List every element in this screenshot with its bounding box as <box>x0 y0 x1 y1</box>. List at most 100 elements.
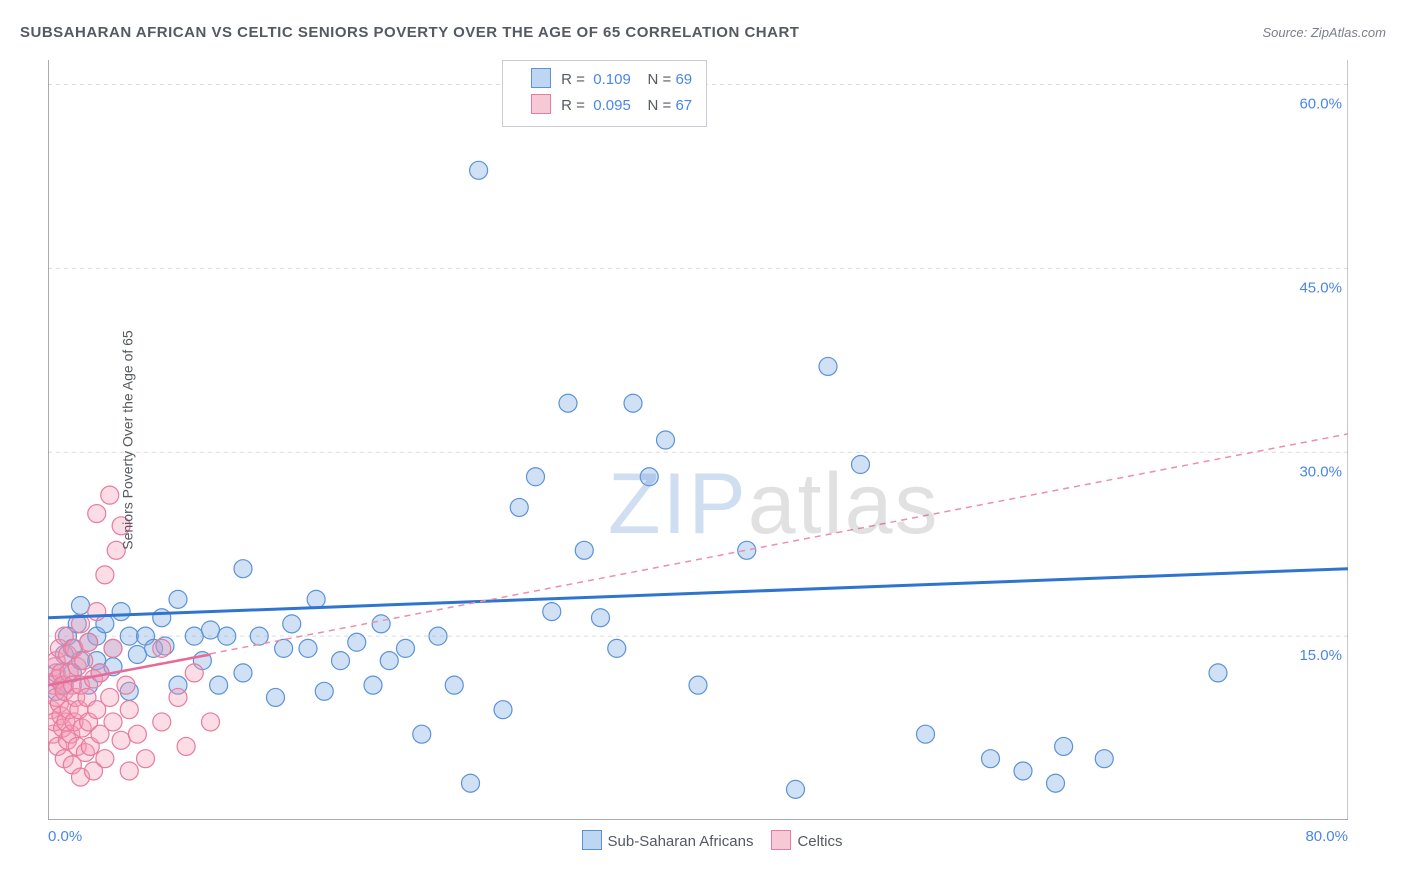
data-point <box>96 750 114 768</box>
data-point <box>101 688 119 706</box>
chart-source: Source: ZipAtlas.com <box>1262 25 1386 40</box>
data-point <box>608 639 626 657</box>
n-label: N = <box>648 97 672 114</box>
data-point <box>348 633 366 651</box>
data-point <box>117 676 135 694</box>
series-legend: Sub-Saharan Africans Celtics <box>0 830 1406 850</box>
data-point <box>185 664 203 682</box>
data-point <box>283 615 301 633</box>
data-point <box>738 541 756 559</box>
data-point <box>852 456 870 474</box>
data-point <box>575 541 593 559</box>
data-point <box>185 627 203 645</box>
data-point <box>128 725 146 743</box>
data-point <box>315 682 333 700</box>
chart-title: SUBSAHARAN AFRICAN VS CELTIC SENIORS POV… <box>20 24 799 41</box>
data-point <box>1055 737 1073 755</box>
data-point <box>1095 750 1113 768</box>
data-point <box>137 750 155 768</box>
data-point <box>120 762 138 780</box>
data-point <box>445 676 463 694</box>
data-point <box>72 596 90 614</box>
data-point <box>470 161 488 179</box>
data-point <box>153 713 171 731</box>
data-point <box>80 633 98 651</box>
data-point <box>202 621 220 639</box>
data-point <box>96 566 114 584</box>
legend-row: R = 0.095 N = 67 <box>513 93 692 119</box>
plot-area: Seniors Poverty Over the Age of 65 15.0%… <box>48 60 1348 820</box>
data-point <box>462 774 480 792</box>
source-name: ZipAtlas.com <box>1311 25 1386 40</box>
data-point <box>75 652 93 670</box>
data-point <box>787 780 805 798</box>
correlation-legend: R = 0.109 N = 69 R = 0.095 N = 67 <box>502 60 707 127</box>
data-point <box>307 590 325 608</box>
r-value: 0.095 <box>593 97 631 114</box>
data-point <box>104 713 122 731</box>
data-point <box>88 505 106 523</box>
data-point <box>543 603 561 621</box>
data-point <box>177 737 195 755</box>
data-point <box>527 468 545 486</box>
data-point <box>120 701 138 719</box>
data-point <box>120 627 138 645</box>
data-point <box>104 639 122 657</box>
data-point <box>169 688 187 706</box>
legend-swatch <box>531 68 551 88</box>
legend-label: Celtics <box>797 833 842 850</box>
data-point <box>1047 774 1065 792</box>
scatter-plot-svg: 15.0% 30.0% 45.0% 60.0% <box>48 60 1348 820</box>
data-point <box>128 646 146 664</box>
n-label: N = <box>648 71 672 88</box>
data-point <box>153 639 171 657</box>
data-point <box>234 664 252 682</box>
r-value: 0.109 <box>593 71 631 88</box>
data-point <box>112 731 130 749</box>
data-point <box>1014 762 1032 780</box>
r-label: R = <box>561 71 585 88</box>
data-point <box>234 560 252 578</box>
source-prefix: Source: <box>1262 25 1310 40</box>
data-point <box>657 431 675 449</box>
y-tick-label: 60.0% <box>1299 96 1342 113</box>
data-point <box>819 357 837 375</box>
y-tick-label: 15.0% <box>1299 647 1342 664</box>
data-point <box>640 468 658 486</box>
data-point <box>380 652 398 670</box>
data-point <box>101 486 119 504</box>
data-point <box>917 725 935 743</box>
data-point <box>1209 664 1227 682</box>
data-point <box>559 394 577 412</box>
y-axis-label: Seniors Poverty Over the Age of 65 <box>120 330 136 549</box>
data-point <box>982 750 1000 768</box>
data-point <box>592 609 610 627</box>
n-value: 69 <box>675 71 692 88</box>
data-point <box>413 725 431 743</box>
data-point <box>299 639 317 657</box>
legend-swatch <box>771 830 791 850</box>
data-point <box>510 498 528 516</box>
y-tick-label: 45.0% <box>1299 279 1342 296</box>
data-point <box>429 627 447 645</box>
y-tick-label: 30.0% <box>1299 463 1342 480</box>
data-point <box>689 676 707 694</box>
legend-row: R = 0.109 N = 69 <box>513 67 692 93</box>
r-label: R = <box>561 97 585 114</box>
data-point <box>210 676 228 694</box>
legend-swatch <box>582 830 602 850</box>
legend-label: Sub-Saharan Africans <box>608 833 754 850</box>
data-point <box>169 590 187 608</box>
data-point <box>624 394 642 412</box>
data-point <box>218 627 236 645</box>
data-point <box>372 615 390 633</box>
data-point <box>153 609 171 627</box>
data-point <box>364 676 382 694</box>
chart-header: SUBSAHARAN AFRICAN VS CELTIC SENIORS POV… <box>20 24 1386 41</box>
legend-swatch <box>531 94 551 114</box>
data-point <box>88 603 106 621</box>
data-point <box>112 603 130 621</box>
data-point <box>267 688 285 706</box>
data-point <box>494 701 512 719</box>
n-value: 67 <box>675 97 692 114</box>
